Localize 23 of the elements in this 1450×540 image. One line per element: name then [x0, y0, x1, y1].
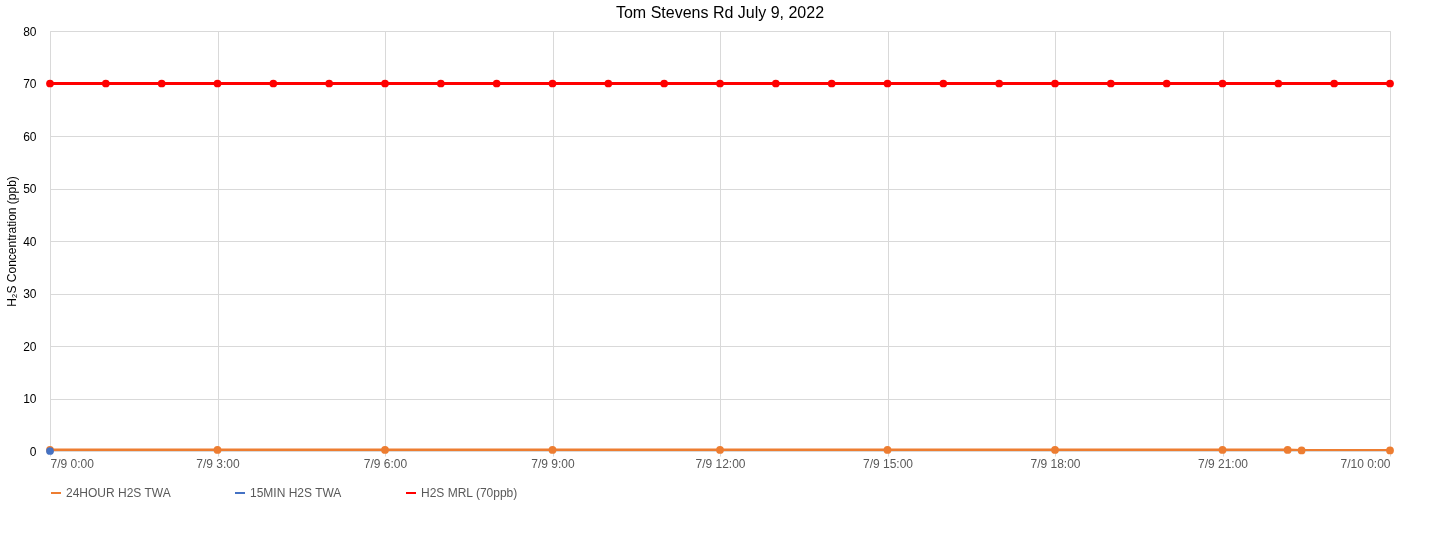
x-tick-label: 7/9 9:00 — [531, 456, 576, 471]
y-tick-label: 70 — [23, 77, 37, 91]
y-tick-label: 20 — [23, 339, 37, 354]
y-tick-label: 10 — [23, 392, 37, 406]
chart-title: Tom Stevens Rd July 9, 2022 — [615, 4, 825, 21]
x-tick-label: 7/9 18:00 — [1030, 456, 1081, 471]
x-tick-label: 7/10 0:00 — [1340, 456, 1391, 471]
y-tick-label: 40 — [23, 234, 37, 249]
x-tick-label: 7/9 3:00 — [196, 456, 241, 471]
legend-label: 24HOUR H2S TWA — [66, 486, 171, 500]
y-tick-label: 80 — [23, 24, 37, 39]
y-tick-label: 0 — [29, 444, 37, 459]
y-axis-title: H₂S Concentration (ppb) — [5, 176, 20, 307]
x-tick-label: 7/9 0:00 — [50, 456, 95, 471]
x-tick-label: 7/9 6:00 — [363, 456, 408, 471]
legend-label: H2S MRL (70ppb) — [421, 486, 518, 500]
x-tick-label: 7/9 15:00 — [862, 456, 914, 471]
x-tick-label: 7/9 21:00 — [1197, 456, 1249, 471]
y-tick-label: 50 — [23, 182, 37, 196]
y-tick-label: 60 — [23, 129, 37, 144]
x-tick-label: 7/9 12:00 — [695, 456, 746, 471]
y-tick-label: 30 — [23, 287, 37, 301]
legend-label: 15MIN H2S TWA — [250, 486, 342, 500]
